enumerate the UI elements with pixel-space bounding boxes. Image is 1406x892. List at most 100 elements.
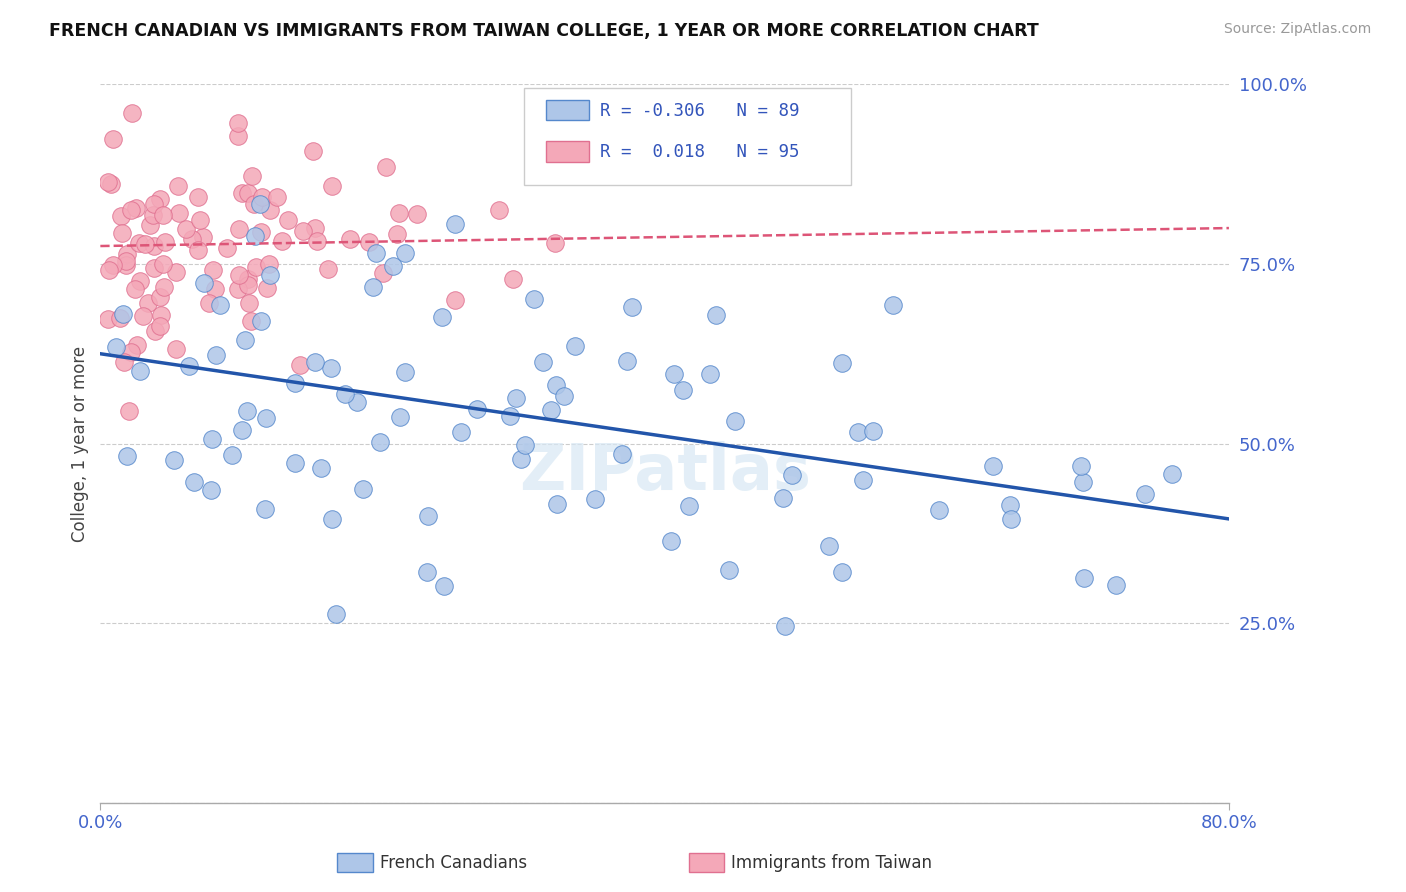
Point — [193, 276, 215, 290]
Text: ZIPatlas: ZIPatlas — [519, 442, 811, 503]
Point — [846, 425, 869, 439]
Point — [981, 459, 1004, 474]
Point — [188, 213, 211, 227]
Point — [394, 246, 416, 260]
Point — [444, 293, 467, 308]
Text: Immigrants from Taiwan: Immigrants from Taiwan — [731, 854, 932, 871]
Point — [183, 475, 205, 489]
Point — [389, 410, 412, 425]
Point — [782, 467, 804, 482]
Point — [108, 311, 131, 326]
Point — [718, 563, 741, 577]
Point — [121, 105, 143, 120]
Point — [513, 438, 536, 452]
Point — [236, 404, 259, 418]
Point — [245, 260, 267, 274]
Point — [201, 262, 224, 277]
Point — [773, 618, 796, 632]
Point — [620, 300, 643, 314]
Point — [240, 169, 263, 183]
Point — [1070, 458, 1092, 473]
Point — [236, 272, 259, 286]
Point — [1161, 467, 1184, 481]
Point — [388, 206, 411, 220]
Point — [375, 160, 398, 174]
Point — [149, 318, 172, 333]
Point — [724, 414, 747, 428]
Point — [416, 508, 439, 523]
Point — [405, 207, 427, 221]
Point — [139, 218, 162, 232]
Point — [259, 202, 281, 217]
Point — [100, 177, 122, 191]
Point — [998, 498, 1021, 512]
Point — [136, 295, 159, 310]
Point — [187, 190, 209, 204]
Point — [111, 307, 134, 321]
Point — [583, 491, 606, 506]
Point — [382, 260, 405, 274]
Point — [149, 192, 172, 206]
Point — [309, 460, 332, 475]
Point — [292, 223, 315, 237]
Point — [165, 342, 187, 356]
Point — [166, 179, 188, 194]
Point — [124, 283, 146, 297]
Point — [361, 280, 384, 294]
Point — [443, 217, 465, 231]
Point — [616, 354, 638, 368]
Point — [142, 208, 165, 222]
Point — [288, 358, 311, 372]
Point — [152, 279, 174, 293]
Point — [502, 272, 524, 286]
Point — [97, 263, 120, 277]
Point — [198, 295, 221, 310]
Point — [226, 116, 249, 130]
Text: Source: ZipAtlas.com: Source: ZipAtlas.com — [1223, 22, 1371, 37]
Point — [1135, 487, 1157, 501]
Point — [181, 232, 204, 246]
Point — [704, 308, 727, 322]
Point — [553, 389, 575, 403]
FancyBboxPatch shape — [546, 100, 589, 120]
Point — [238, 277, 260, 292]
Point — [259, 257, 281, 271]
Point — [499, 409, 522, 423]
Point — [115, 449, 138, 463]
Point — [200, 483, 222, 497]
Point — [270, 234, 292, 248]
Point — [209, 297, 232, 311]
Point — [831, 356, 853, 370]
Point — [433, 579, 456, 593]
Point — [523, 292, 546, 306]
Text: French Canadians: French Canadians — [380, 854, 527, 871]
Point — [169, 206, 191, 220]
Point — [101, 132, 124, 146]
Point — [115, 254, 138, 268]
FancyBboxPatch shape — [546, 141, 589, 161]
Point — [177, 359, 200, 373]
Point — [228, 128, 250, 143]
Point — [256, 281, 278, 295]
Point — [346, 394, 368, 409]
Point — [97, 311, 120, 326]
Point — [105, 340, 128, 354]
Point — [430, 310, 453, 325]
Point — [284, 376, 307, 390]
Point — [1105, 577, 1128, 591]
Point — [120, 344, 142, 359]
Point — [231, 186, 253, 200]
Point — [152, 208, 174, 222]
Point — [217, 241, 239, 255]
Point — [259, 268, 281, 283]
Point — [371, 267, 394, 281]
Point — [163, 453, 186, 467]
Point — [368, 434, 391, 449]
Point — [352, 483, 374, 497]
Text: R = -0.306   N = 89: R = -0.306 N = 89 — [600, 102, 800, 120]
Point — [101, 258, 124, 272]
Point — [249, 314, 271, 328]
Point — [304, 355, 326, 369]
Point — [115, 258, 138, 272]
Point — [1071, 475, 1094, 490]
